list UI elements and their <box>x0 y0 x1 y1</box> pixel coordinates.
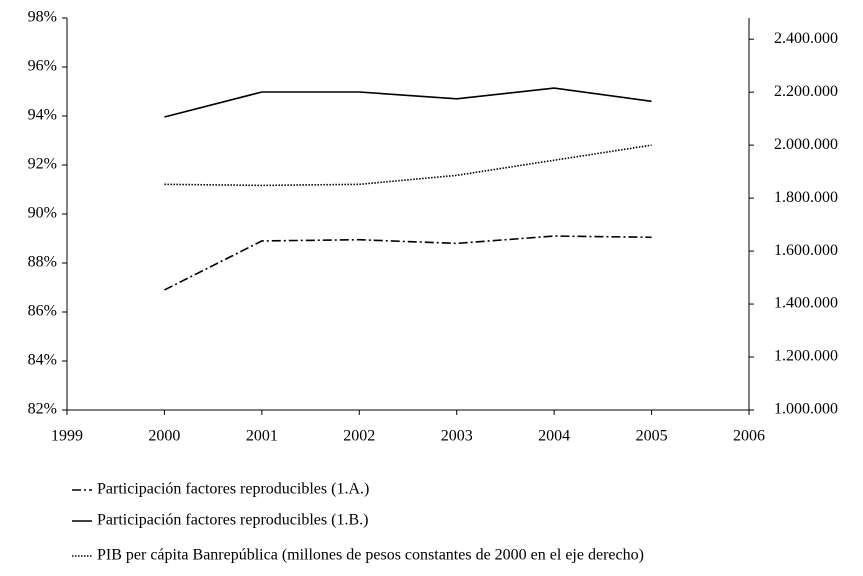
y2-tick-label: 1.800.000 <box>774 189 838 206</box>
y2-tick-label: 1.200.000 <box>774 348 838 365</box>
y-tick-label: 86% <box>28 303 57 320</box>
x-tick-label: 2001 <box>246 428 278 445</box>
y-tick-label: 92% <box>28 156 57 173</box>
x-tick-label: 1999 <box>51 428 83 445</box>
y-tick-label: 90% <box>28 205 57 222</box>
x-tick-label: 2006 <box>733 428 765 445</box>
y2-tick-label: 2.000.000 <box>774 136 838 153</box>
y2-tick-label: 2.400.000 <box>774 30 838 47</box>
y2-tick-label: 1.000.000 <box>774 401 838 418</box>
x-tick-label: 2004 <box>538 428 570 445</box>
legend-label: Participación factores reproducibles (1.… <box>97 512 368 529</box>
y2-tick-label: 1.400.000 <box>774 295 838 312</box>
y-tick-label: 88% <box>28 254 57 271</box>
legend-label: Participación factores reproducibles (1.… <box>97 481 369 498</box>
line-series <box>164 144 652 187</box>
line-series <box>164 235 652 291</box>
y-tick-label: 84% <box>28 352 57 369</box>
legend-label: PIB per cápita Banrepública (millones de… <box>97 547 644 564</box>
x-tick-label: 2003 <box>441 428 473 445</box>
x-tick-label: 2005 <box>636 428 668 445</box>
y2-tick-label: 2.200.000 <box>774 83 838 100</box>
x-tick-label: 2000 <box>148 428 180 445</box>
y-tick-label: 96% <box>28 58 57 75</box>
y-tick-label: 82% <box>28 401 57 418</box>
line-series <box>164 87 652 118</box>
y2-tick-label: 1.600.000 <box>774 242 838 259</box>
x-tick-label: 2002 <box>343 428 375 445</box>
y-tick-label: 94% <box>28 107 57 124</box>
y-tick-label: 98% <box>28 9 57 26</box>
